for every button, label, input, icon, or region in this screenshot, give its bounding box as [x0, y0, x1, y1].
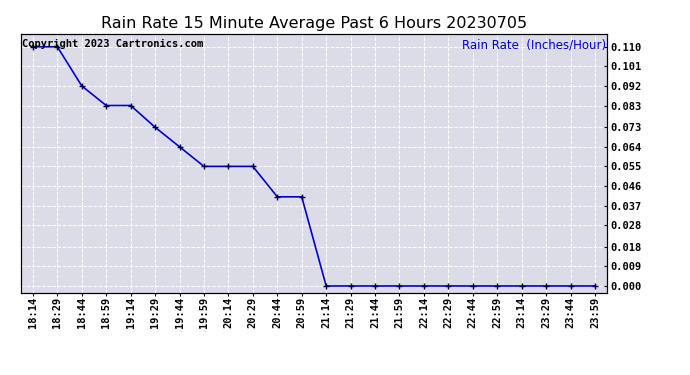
Text: Rain Rate  (Inches/Hour): Rain Rate (Inches/Hour) — [462, 39, 606, 52]
Title: Rain Rate 15 Minute Average Past 6 Hours 20230705: Rain Rate 15 Minute Average Past 6 Hours… — [101, 16, 527, 31]
Text: Copyright 2023 Cartronics.com: Copyright 2023 Cartronics.com — [22, 39, 203, 49]
